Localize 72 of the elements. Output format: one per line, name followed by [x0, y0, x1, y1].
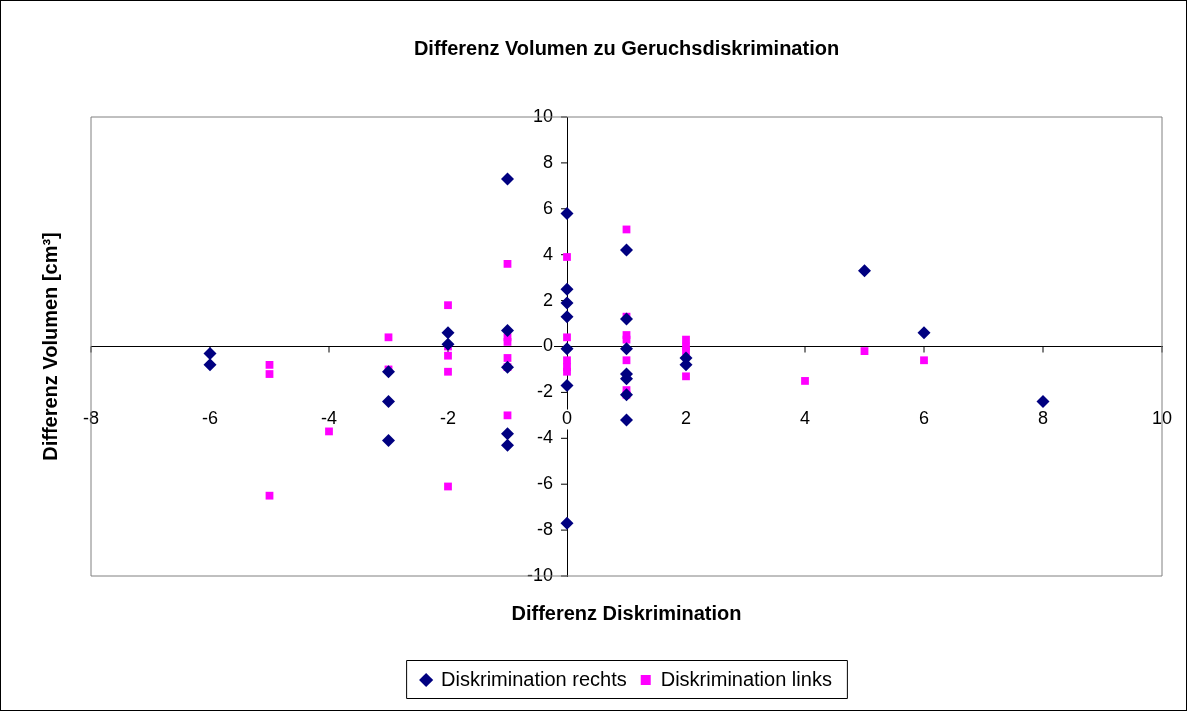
point — [503, 354, 512, 362]
y-tick-label: -8 — [536, 519, 553, 540]
point — [622, 356, 631, 365]
y-tick-label: 0 — [542, 335, 553, 356]
point — [917, 326, 931, 340]
point — [503, 338, 512, 346]
y-tick-label: -4 — [536, 427, 553, 448]
point — [620, 243, 633, 257]
y-tick-label: -2 — [536, 381, 553, 402]
point — [501, 438, 514, 452]
point — [203, 346, 217, 360]
point — [801, 377, 809, 385]
x-axis-title: Differenz Diskrimination — [511, 601, 742, 624]
legend-label: Diskrimination rechts — [441, 667, 627, 690]
legend-label: Diskrimination links — [660, 667, 832, 690]
point — [444, 482, 452, 491]
point — [560, 342, 574, 356]
point — [560, 379, 574, 393]
point — [560, 282, 574, 296]
point — [860, 347, 869, 355]
point — [682, 372, 690, 381]
point — [265, 370, 274, 378]
x-tick-label: 6 — [918, 408, 930, 429]
point — [382, 395, 395, 409]
y-tick-label: 6 — [542, 197, 553, 218]
point — [560, 296, 574, 310]
point — [501, 323, 514, 337]
y-tick-label: 10 — [532, 105, 553, 126]
point — [858, 264, 871, 278]
point — [444, 301, 452, 310]
x-tick-label: -8 — [82, 408, 100, 429]
x-tick-label: -2 — [439, 408, 457, 429]
point — [503, 259, 512, 268]
x-tick-label: -6 — [201, 408, 219, 429]
point — [620, 413, 633, 427]
point — [563, 333, 571, 342]
point — [563, 253, 571, 261]
point — [920, 356, 928, 365]
point — [563, 367, 571, 376]
point — [501, 172, 514, 186]
x-tick-label: 4 — [799, 408, 811, 429]
x-tick-label: 0 — [561, 408, 573, 429]
point — [444, 351, 452, 360]
point — [620, 312, 633, 326]
point — [501, 427, 514, 441]
point — [1036, 395, 1050, 409]
point — [560, 310, 574, 324]
y-tick-label: 8 — [542, 151, 553, 172]
point — [265, 491, 274, 500]
point — [503, 411, 512, 420]
point — [560, 516, 574, 530]
chart-title: Differenz Volumen zu Geruchsdiskrimination — [413, 36, 840, 59]
x-tick-label: 10 — [1151, 408, 1173, 429]
point — [560, 206, 574, 220]
point — [441, 337, 455, 351]
point — [620, 342, 633, 356]
point — [384, 333, 393, 342]
x-tick-label: 8 — [1037, 408, 1049, 429]
point — [265, 360, 274, 369]
y-tick-label: 2 — [542, 289, 553, 310]
point — [325, 427, 333, 436]
point — [444, 367, 452, 376]
y-tick-label: 4 — [542, 243, 553, 264]
point — [382, 434, 395, 448]
point — [441, 326, 455, 340]
point — [382, 365, 395, 379]
y-axis-title: Differenz Volumen [cm³] — [38, 232, 61, 461]
point — [203, 358, 217, 372]
y-tick-label: -6 — [536, 473, 553, 494]
y-tick-label: -10 — [526, 564, 553, 585]
x-tick-label: -4 — [320, 408, 338, 429]
x-tick-label: 2 — [680, 408, 692, 429]
